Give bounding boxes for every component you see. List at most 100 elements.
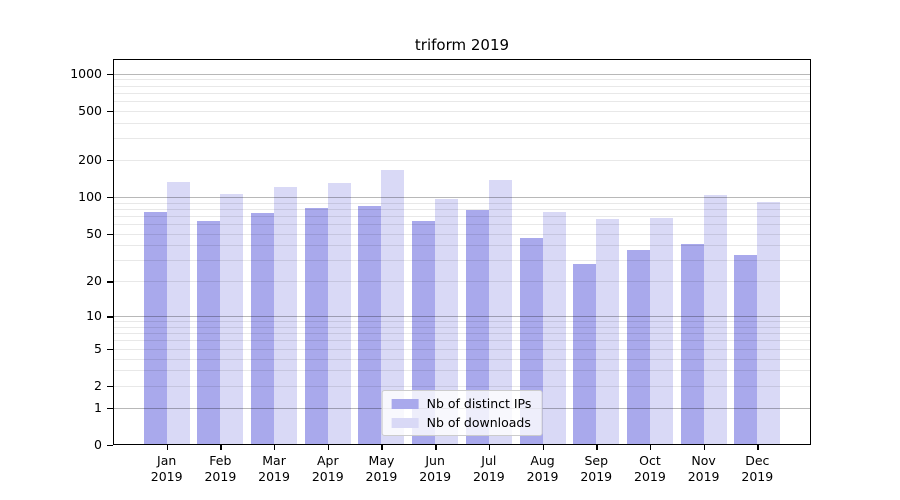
x-tick-label-oct: Oct 2019 (634, 453, 666, 484)
y-tick-mark (107, 110, 113, 113)
x-tick-label-mar: Mar 2019 (258, 453, 290, 484)
y-tick-mark (107, 73, 113, 76)
x-tick-mark (649, 445, 652, 450)
gridline-major (113, 316, 811, 318)
bar-downloads-apr (327, 182, 351, 445)
legend-swatch-distinct-ips (391, 398, 419, 409)
bar-downloads-may (381, 169, 405, 445)
gridline-minor (113, 85, 811, 87)
gridlines-layer (113, 59, 811, 445)
y-tick-mark (107, 159, 113, 162)
legend: Nb of distinct IPs Nb of downloads (381, 390, 543, 436)
x-tick-mark (435, 445, 437, 450)
gridline-minor (113, 101, 811, 103)
gridline-minor (113, 122, 811, 124)
y-tick-mark (107, 316, 113, 318)
bar-distinct-ips-jul (465, 210, 489, 445)
y-tick-label: 20 (86, 273, 102, 289)
y-tick-label: 100 (78, 188, 102, 204)
bar-downloads-feb (220, 193, 244, 445)
x-tick-mark (596, 445, 598, 450)
gridline-minor (113, 92, 811, 94)
gridline-minor (113, 358, 811, 360)
bar-downloads-mar (274, 186, 298, 445)
x-tick-mark (381, 445, 383, 450)
gridline-minor (113, 348, 811, 350)
bar-downloads-sep (596, 219, 620, 445)
x-tick-mark (542, 445, 544, 450)
gridline-minor (113, 321, 811, 323)
bar-distinct-ips-jun (412, 221, 436, 445)
bar-downloads-aug (542, 211, 566, 445)
bar-downloads-jul (488, 180, 512, 445)
x-tick-label-aug: Aug 2019 (526, 453, 559, 484)
gridline-minor (113, 110, 811, 112)
bar-downloads-jun (435, 199, 459, 445)
y-tick-label: 500 (78, 102, 102, 118)
gridline-minor (113, 281, 811, 283)
y-tick-label: 1000 (70, 65, 102, 81)
gridline-minor (113, 326, 811, 328)
legend-item-distinct-ips: Nb of distinct IPs (391, 396, 532, 411)
y-tick-mark (107, 385, 113, 388)
bar-distinct-ips-feb (197, 221, 221, 445)
gridline-minor (113, 245, 811, 247)
x-tick-label-nov: Nov 2019 (687, 453, 720, 484)
x-tick-mark (220, 445, 222, 450)
gridline-minor (113, 233, 811, 235)
gridline-minor (113, 215, 811, 217)
x-tick-label-apr: Apr 2019 (311, 453, 344, 484)
y-tick-label: 0 (94, 437, 102, 452)
legend-label-downloads: Nb of downloads (426, 415, 531, 430)
legend-label-distinct-ips: Nb of distinct IPs (426, 396, 532, 411)
bar-downloads-nov (703, 194, 727, 445)
x-tick-mark (703, 445, 705, 450)
x-tick-mark (757, 445, 759, 450)
x-tick-label-dec: Dec 2019 (741, 453, 774, 484)
x-tick-label-feb: Feb 2019 (204, 453, 237, 484)
bar-downloads-dec (757, 201, 781, 445)
bar-distinct-ips-nov (680, 244, 704, 445)
x-tick-mark (166, 445, 169, 450)
gridline-minor (113, 79, 811, 81)
gridline-minor (113, 385, 811, 387)
y-tick-label: 50 (86, 225, 102, 241)
y-tick-label: 5 (94, 340, 102, 356)
legend-item-downloads: Nb of downloads (391, 415, 532, 430)
x-tick-label-jun: Jun 2019 (419, 453, 452, 484)
x-tick-mark (327, 445, 330, 450)
gridline-major (113, 73, 811, 75)
bar-distinct-ips-jan (143, 212, 167, 445)
gridline-major (113, 196, 811, 198)
y-tick-mark (107, 281, 113, 283)
gridline-minor (113, 370, 811, 372)
y-tick-mark (107, 233, 113, 236)
gridline-minor (113, 260, 811, 262)
x-tick-label-jul: Jul 2019 (472, 453, 505, 484)
y-tick-label: 200 (78, 151, 102, 167)
y-tick-mark (107, 407, 113, 410)
chart-title: triform 2019 (414, 36, 510, 54)
x-tick-label-may: May 2019 (365, 453, 398, 484)
y-tick-mark (107, 348, 113, 351)
bar-downloads-oct (649, 218, 673, 445)
gridline-minor (113, 340, 811, 342)
gridline-minor (113, 138, 811, 140)
bar-downloads-jan (166, 181, 190, 445)
gridline-minor (113, 333, 811, 335)
y-tick-label: 2 (94, 377, 102, 393)
gridline-minor (113, 208, 811, 210)
bar-distinct-ips-oct (626, 249, 650, 445)
bar-distinct-ips-may (358, 205, 382, 445)
bar-distinct-ips-sep (573, 264, 597, 445)
x-tick-mark (488, 445, 491, 450)
bar-distinct-ips-apr (304, 207, 328, 445)
bar-distinct-ips-mar (251, 212, 275, 445)
y-tick-label: 10 (86, 308, 102, 324)
y-tick-mark (107, 196, 113, 199)
y-tick-label: 1 (94, 399, 102, 415)
x-tick-label-sep: Sep 2019 (580, 453, 613, 484)
legend-swatch-downloads (391, 417, 419, 428)
x-tick-label-jan: Jan 2019 (150, 453, 183, 484)
